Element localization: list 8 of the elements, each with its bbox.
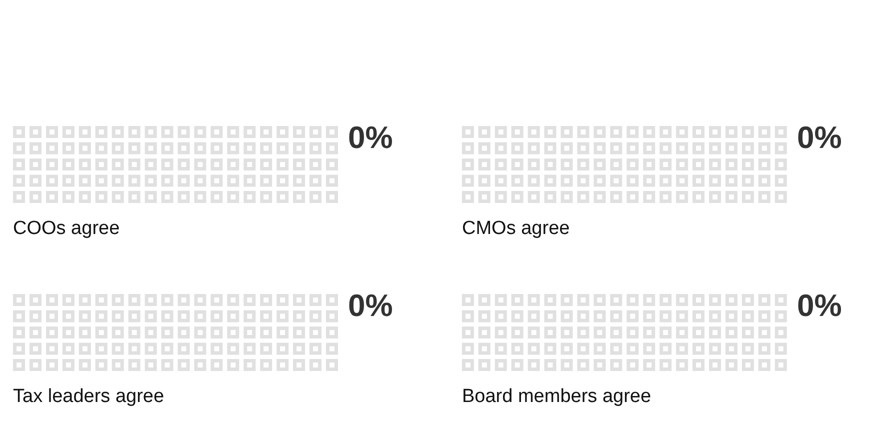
text: Board members agree bbox=[462, 386, 652, 407]
data-label: 0% bbox=[348, 120, 393, 155]
text: CMOs agree bbox=[462, 218, 570, 239]
text: Tax leaders agree bbox=[13, 386, 164, 407]
data-label: 0% bbox=[797, 288, 842, 323]
data-label: 0% bbox=[797, 120, 842, 155]
data-label: 0% bbox=[348, 288, 393, 323]
text: COOs agree bbox=[13, 218, 120, 239]
